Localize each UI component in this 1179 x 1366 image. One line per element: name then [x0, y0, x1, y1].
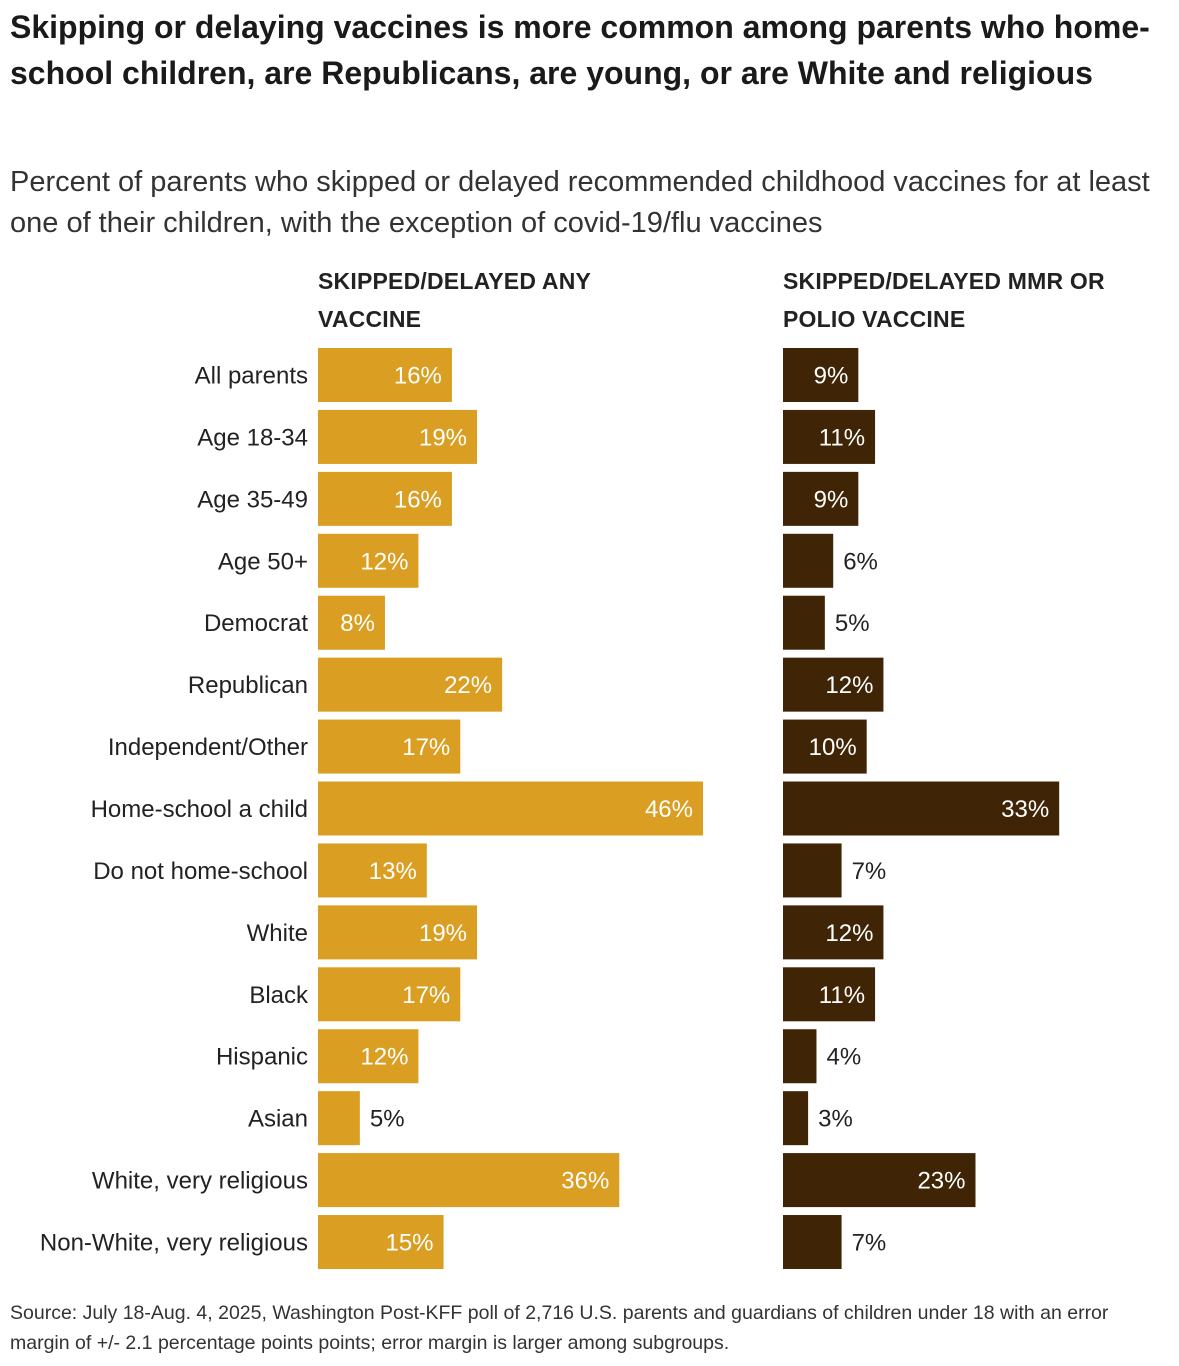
- bar-any-black: [318, 967, 461, 1022]
- category-label-republican: Republican: [188, 672, 308, 699]
- value-label-any-democrat: 8%: [340, 610, 375, 637]
- bar-mmr-polio-hispanic: [783, 1029, 817, 1084]
- value-label-any-black: 17%: [402, 982, 450, 1009]
- bar-chart: All parents 16% 9% Age 18-34 19% 11% Age 35-49…: [40, 348, 1060, 1270]
- bar-any-age-35-49: [318, 471, 452, 526]
- bar-any-home-school-a-child: [318, 781, 703, 836]
- series-header-mmr-polio: SKIPPED/DELAYED MMR OR POLIO VACCINE: [783, 268, 1105, 332]
- bar-mmr-polio-asian: [783, 1091, 809, 1146]
- category-label-black: Black: [249, 982, 309, 1009]
- source-note: Source: July 18-Aug. 4, 2025, Washington…: [10, 1302, 1109, 1354]
- value-label-mmr-polio-hispanic: 4%: [826, 1044, 861, 1071]
- category-label-age-35-49: Age 35-49: [197, 486, 308, 513]
- value-label-mmr-polio-age-35-49: 9%: [814, 486, 849, 513]
- value-label-mmr-polio-independent-other: 10%: [809, 734, 857, 761]
- value-label-mmr-polio-do-not-home-school: 7%: [852, 858, 887, 885]
- category-label-age-18-34: Age 18-34: [197, 424, 308, 451]
- value-label-any-non-white-very-religious: 15%: [385, 1230, 433, 1257]
- category-label-do-not-home-school: Do not home-school: [93, 858, 308, 885]
- bar-mmr-polio-non-white-very-religious: [783, 1215, 842, 1270]
- bar-any-age-50: [318, 533, 419, 588]
- category-label-independent-other: Independent/Other: [108, 734, 308, 761]
- bar-mmr-polio-age-50: [783, 533, 834, 588]
- value-label-mmr-polio-non-white-very-religious: 7%: [852, 1230, 887, 1257]
- category-label-white-very-religious: White, very religious: [92, 1168, 308, 1195]
- bar-mmr-polio-do-not-home-school: [783, 843, 842, 898]
- value-label-any-republican: 22%: [444, 672, 492, 699]
- bar-mmr-polio-white-very-religious: [783, 1153, 976, 1208]
- bar-mmr-polio-independent-other: [783, 719, 867, 774]
- bar-any-democrat: [318, 595, 385, 650]
- bar-mmr-polio-democrat: [783, 595, 825, 650]
- bar-any-republican: [318, 657, 503, 712]
- value-label-mmr-polio-asian: 3%: [818, 1106, 853, 1133]
- value-label-any-do-not-home-school: 13%: [369, 858, 417, 885]
- bar-any-asian: [318, 1091, 360, 1146]
- bar-any-age-18-34: [318, 409, 478, 464]
- chart-subtitle: Percent of parents who skipped or delaye…: [10, 166, 1150, 239]
- category-label-white: White: [247, 920, 308, 947]
- value-label-mmr-polio-all-parents: 9%: [814, 363, 849, 390]
- bar-any-do-not-home-school: [318, 843, 427, 898]
- value-label-any-age-18-34: 19%: [419, 424, 467, 451]
- value-label-any-hispanic: 12%: [360, 1044, 408, 1071]
- value-label-any-independent-other: 17%: [402, 734, 450, 761]
- bar-any-white-very-religious: [318, 1153, 620, 1208]
- bar-mmr-polio-age-35-49: [783, 471, 859, 526]
- bar-any-hispanic: [318, 1029, 419, 1084]
- value-label-any-white: 19%: [419, 920, 467, 947]
- bar-any-independent-other: [318, 719, 461, 774]
- chart-title: Skipping or delaying vaccines is more co…: [10, 9, 1150, 91]
- value-label-mmr-polio-white: 12%: [825, 920, 873, 947]
- value-label-mmr-polio-republican: 12%: [825, 672, 873, 699]
- value-label-any-all-parents: 16%: [394, 363, 442, 390]
- category-label-hispanic: Hispanic: [216, 1044, 308, 1071]
- value-label-any-white-very-religious: 36%: [561, 1168, 609, 1195]
- category-label-non-white-very-religious: Non-White, very religious: [40, 1230, 308, 1257]
- bar-any-white: [318, 905, 478, 960]
- category-label-home-school-a-child: Home-school a child: [91, 796, 308, 823]
- category-label-age-50: Age 50+: [218, 548, 308, 575]
- value-label-mmr-polio-white-very-religious: 23%: [917, 1168, 965, 1195]
- category-label-all-parents: All parents: [195, 363, 308, 390]
- category-label-democrat: Democrat: [204, 610, 308, 637]
- bar-mmr-polio-all-parents: [783, 348, 859, 402]
- value-label-mmr-polio-democrat: 5%: [835, 610, 870, 637]
- value-label-mmr-polio-black: 11%: [819, 982, 865, 1009]
- bar-mmr-polio-white: [783, 905, 884, 960]
- series-header-any-vaccine: SKIPPED/DELAYED ANY VACCINE: [318, 268, 591, 332]
- value-label-mmr-polio-age-50: 6%: [843, 548, 878, 575]
- value-label-any-age-50: 12%: [360, 548, 408, 575]
- value-label-mmr-polio-home-school-a-child: 33%: [1001, 796, 1049, 823]
- bar-mmr-polio-republican: [783, 657, 884, 712]
- bar-mmr-polio-home-school-a-child: [783, 781, 1060, 836]
- value-label-any-home-school-a-child: 46%: [645, 796, 693, 823]
- bar-mmr-polio-age-18-34: [783, 409, 876, 464]
- bar-any-non-white-very-religious: [318, 1215, 444, 1270]
- value-label-mmr-polio-age-18-34: 11%: [819, 424, 865, 451]
- category-label-asian: Asian: [248, 1106, 308, 1133]
- value-label-any-asian: 5%: [370, 1106, 405, 1133]
- value-label-any-age-35-49: 16%: [394, 486, 442, 513]
- bar-mmr-polio-black: [783, 967, 876, 1022]
- bar-any-all-parents: [318, 348, 452, 402]
